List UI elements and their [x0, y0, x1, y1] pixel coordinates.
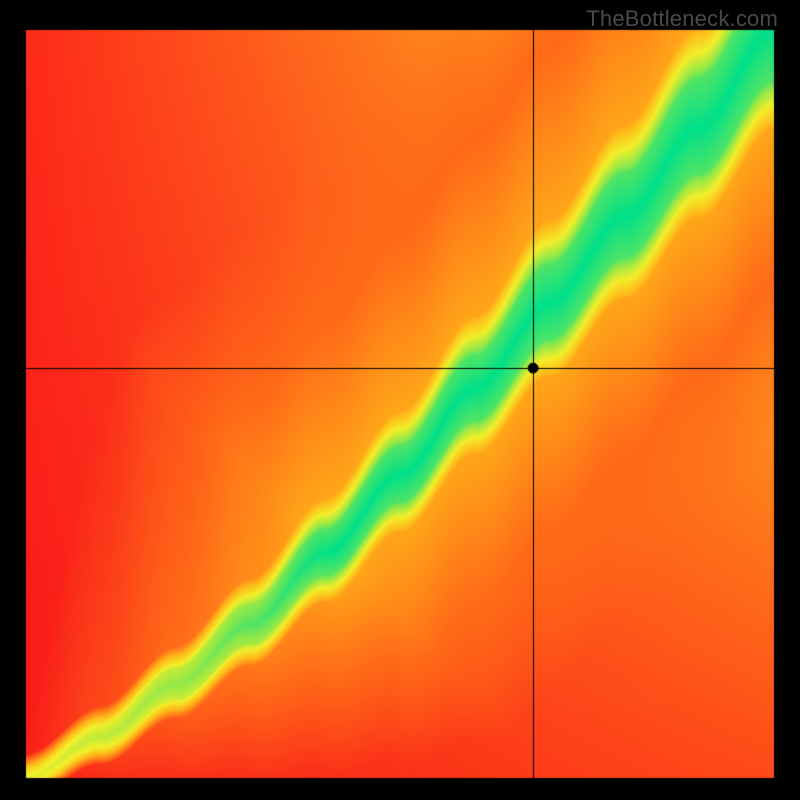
chart-container: { "watermark": { "text": "TheBottleneck.…: [0, 0, 800, 800]
bottleneck-heatmap: [0, 0, 800, 800]
watermark-text: TheBottleneck.com: [586, 6, 778, 32]
